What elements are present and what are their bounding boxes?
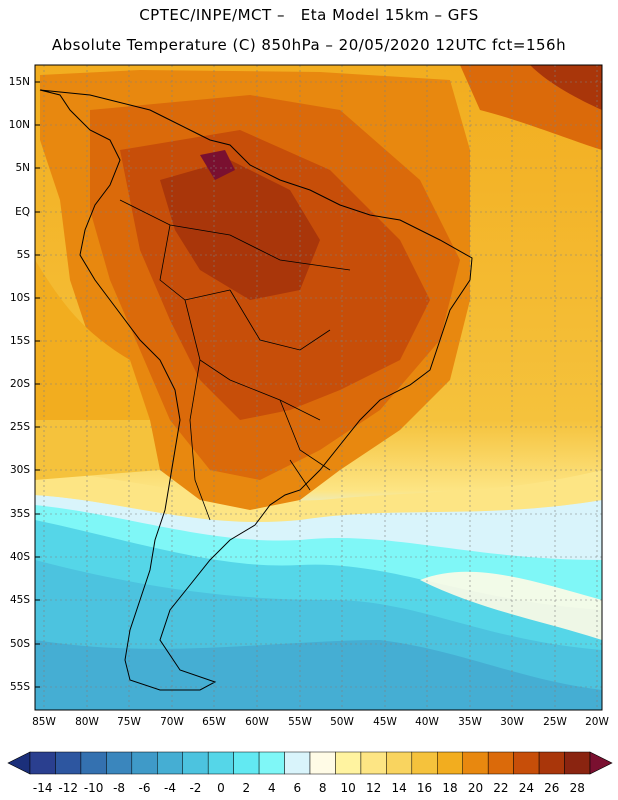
colorbar-label: 8 <box>318 781 327 795</box>
lat-label: EQ <box>15 206 30 218</box>
lon-label: 50W <box>330 716 354 728</box>
lon-label: 65W <box>202 716 226 728</box>
colorbar-label: 20 <box>467 781 484 795</box>
title-line-1: CPTEC/INPE/MCT – Eta Model 15km – GFS <box>139 6 479 24</box>
colorbar-label: -12 <box>58 781 78 795</box>
colorbar-cell <box>411 751 438 775</box>
colorbar-label: -6 <box>138 781 151 795</box>
colorbar-label: 24 <box>518 781 534 795</box>
colorbar-cell <box>55 751 82 775</box>
lat-label: 55S <box>9 681 30 693</box>
lon-label: 20W <box>585 716 609 728</box>
colorbar-label: 2 <box>242 781 251 795</box>
colorbar-cell <box>284 751 311 775</box>
lon-label: 80W <box>75 716 99 728</box>
colorbar-label: 0 <box>217 781 225 795</box>
country-borders <box>119 199 351 521</box>
colorbar-cell <box>157 751 183 775</box>
lat-label: 15S <box>9 335 30 347</box>
colorbar-over-arrow <box>589 751 613 775</box>
colorbar-cell <box>258 751 285 775</box>
lat-label: 10S <box>9 292 30 304</box>
colorbar-label: 12 <box>365 781 382 795</box>
lat-label: 45S <box>9 594 30 606</box>
colorbar-cell <box>80 751 107 775</box>
colorbar-cell <box>233 751 260 775</box>
map-frame <box>34 64 603 711</box>
colorbar-label: 6 <box>293 781 302 795</box>
lon-label: 45W <box>373 716 397 728</box>
tick-marks <box>35 81 40 688</box>
lat-label: 40S <box>9 551 30 563</box>
title-line-2: Absolute Temperature (C) 850hPa – 20/05/… <box>51 36 567 54</box>
lat-label: 50S <box>9 638 30 650</box>
lat-label: 5S <box>16 249 30 261</box>
temperature-field <box>35 65 602 710</box>
colorbar-label: -2 <box>189 781 202 795</box>
colorbar-label: 18 <box>442 781 458 795</box>
colorbar-label: 10 <box>340 781 356 795</box>
lon-label: 55W <box>288 716 312 728</box>
colorbar-cell <box>437 751 463 775</box>
colorbar-under-arrow <box>7 751 31 775</box>
lat-label: 10N <box>8 119 30 131</box>
lat-label: 20S <box>9 378 30 390</box>
lon-label: 60W <box>245 716 269 728</box>
colorbar-cell <box>182 751 209 775</box>
lon-label: 40W <box>415 716 439 728</box>
lon-label: 75W <box>117 716 141 728</box>
colorbar-cell <box>564 751 591 775</box>
colorbar <box>7 751 613 775</box>
colorbar-label: 28 <box>569 781 585 795</box>
lon-label: 30W <box>500 716 524 728</box>
colorbar-cell <box>335 751 362 775</box>
lon-label: 35W <box>458 716 482 728</box>
lat-label: 35S <box>9 508 30 520</box>
lon-label: 25W <box>543 716 567 728</box>
lon-label: 85W <box>32 716 56 728</box>
colorbar-label: -14 <box>32 781 53 795</box>
colorbar-cell <box>538 751 565 775</box>
temperature-map <box>34 64 603 711</box>
colorbar-cell <box>462 751 489 775</box>
colorbar-label: 26 <box>544 781 560 795</box>
colorbar-cell <box>29 751 56 775</box>
colorbar-label: 14 <box>391 781 407 795</box>
colorbar-label: -10 <box>83 781 104 795</box>
colorbar-label: 16 <box>416 781 433 795</box>
colorbar-label: -8 <box>113 781 126 795</box>
colorbar-cell <box>360 751 387 775</box>
lon-label: 70W <box>160 716 184 728</box>
colorbar-cell <box>386 751 413 775</box>
lat-label: 30S <box>9 464 30 476</box>
colorbar-cell <box>106 751 133 775</box>
lat-label: 25S <box>9 421 30 433</box>
colorbar-cell <box>487 751 514 775</box>
colorbar-label: -4 <box>164 781 176 795</box>
colorbar-cell <box>513 751 540 775</box>
colorbar-label: 22 <box>493 781 509 795</box>
colorbar-cell <box>207 751 234 775</box>
colorbar-label: 4 <box>267 781 276 795</box>
south-america-coastline <box>39 89 473 691</box>
colorbar-cell <box>309 751 336 775</box>
colorbar-cell <box>131 751 158 775</box>
lat-label: 15N <box>8 76 30 88</box>
lat-label: 5N <box>15 162 30 174</box>
